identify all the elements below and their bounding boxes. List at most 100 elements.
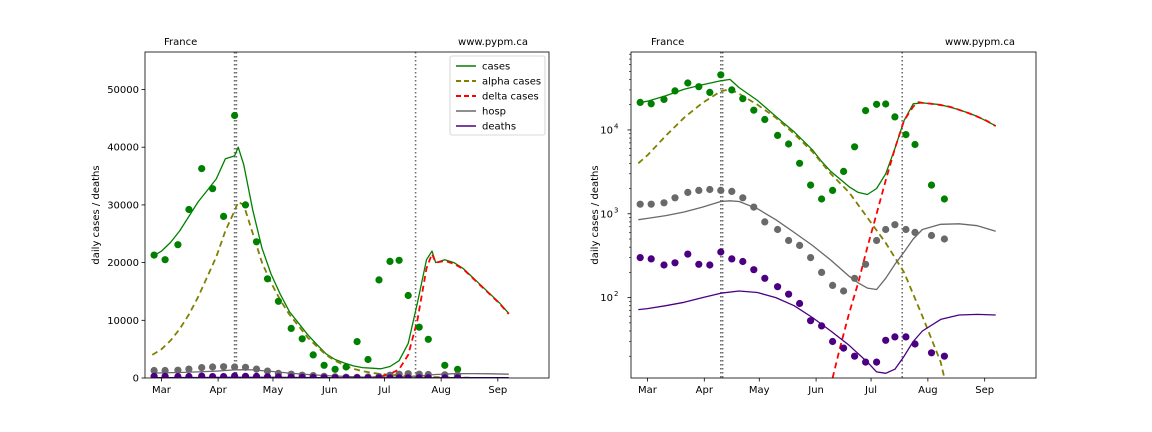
legend: cases alpha cases delta cases hosp death…: [449, 55, 546, 136]
y-tick-label: 0: [133, 374, 139, 385]
data-point-cases: [636, 98, 644, 106]
data-point-hosp: [220, 363, 228, 371]
data-point-hosp: [717, 186, 725, 194]
data-point-hosp: [728, 187, 736, 195]
legend-label-deaths: deaths: [482, 122, 516, 133]
log-scale-panel: France www.pypm.ca daily cases / deaths …: [590, 37, 1037, 396]
data-point-deaths: [441, 374, 449, 378]
data-point-cases: [287, 324, 295, 332]
data-point-deaths: [829, 337, 837, 346]
data-point-cases: [785, 140, 793, 148]
data-point-cases: [728, 86, 736, 94]
data-point-deaths: [454, 374, 462, 378]
x-tick-label: Jun: [807, 385, 824, 396]
data-point-cases: [873, 100, 881, 108]
data-point-deaths: [862, 358, 870, 366]
data-point-cases: [671, 87, 679, 95]
data-point-deaths: [263, 373, 272, 378]
data-point-deaths: [882, 336, 890, 344]
data-point-cases: [796, 159, 804, 167]
data-point-hosp: [647, 200, 655, 208]
plot-area: [636, 52, 997, 378]
data-point-deaths: [891, 333, 899, 341]
series-line-deaths: [638, 290, 996, 374]
data-point-deaths: [728, 255, 736, 263]
data-point-cases: [309, 351, 317, 359]
data-point-deaths: [873, 358, 881, 366]
data-point-hosp: [636, 200, 644, 208]
data-point-cases: [829, 186, 837, 194]
website-label: www.pypm.ca: [458, 37, 528, 48]
legend-label-alpha-cases: alpha cases: [482, 77, 541, 88]
data-point-cases: [660, 95, 668, 103]
series-line-cases: [151, 146, 510, 370]
data-point-deaths: [150, 372, 158, 378]
data-point-deaths: [796, 299, 804, 308]
axis-ticks: Mar Apr May Jun Jul Aug Sep 0 10000 20000 30000 400…: [107, 85, 507, 396]
data-point-cases: [415, 323, 423, 331]
data-point-cases: [274, 297, 282, 305]
data-point-deaths: [785, 290, 793, 298]
data-point-hosp: [671, 194, 679, 202]
data-point-deaths: [706, 261, 714, 269]
y-axis-label: daily cases / deaths: [91, 165, 102, 264]
series-line-cases: [638, 78, 996, 196]
data-point-cases: [441, 361, 449, 369]
data-point-cases: [424, 335, 432, 343]
data-point-hosp: [252, 365, 261, 373]
data-point-deaths: [198, 372, 206, 378]
x-tick-label: Apr: [209, 385, 227, 396]
data-point-deaths: [185, 372, 193, 378]
data-point-cases: [684, 79, 692, 87]
y-tick-label: 10: [600, 125, 613, 136]
data-point-deaths: [241, 372, 250, 378]
data-point-hosp: [231, 363, 239, 371]
data-point-deaths: [274, 373, 282, 378]
x-tick-label: May: [263, 385, 284, 396]
data-point-cases: [902, 131, 910, 139]
data-point-deaths: [353, 374, 361, 378]
data-point-hosp: [750, 203, 758, 211]
data-point-hosp: [774, 225, 782, 234]
data-point-hosp: [761, 218, 769, 226]
axes-frame: [144, 51, 550, 379]
website-label: www.pypm.ca: [945, 37, 1015, 48]
data-point-cases: [891, 113, 899, 121]
data-point-hosp: [209, 363, 217, 371]
plot-content: [636, 52, 997, 378]
data-point-hosp: [829, 281, 837, 289]
data-point-cases: [761, 115, 769, 124]
data-point-deaths: [298, 373, 306, 378]
data-point-hosp: [241, 363, 250, 371]
data-point-cases: [940, 195, 949, 203]
data-point-cases: [331, 365, 339, 373]
series-line-alpha-cases: [151, 201, 473, 378]
x-tick-label: Aug: [918, 385, 938, 396]
data-point-cases: [647, 100, 655, 108]
data-point-deaths: [287, 373, 295, 378]
x-tick-label: Jul: [377, 385, 390, 396]
data-point-deaths: [774, 283, 782, 291]
data-point-hosp: [818, 268, 826, 276]
data-point-hosp: [882, 225, 890, 234]
data-point-cases: [386, 257, 394, 265]
data-point-hosp: [684, 188, 692, 196]
data-point-hosp: [851, 274, 859, 282]
data-point-deaths: [174, 373, 182, 378]
data-point-hosp: [695, 186, 703, 194]
data-point-deaths: [851, 352, 859, 360]
data-point-deaths: [424, 374, 432, 378]
data-point-cases: [320, 361, 328, 369]
data-point-hosp: [785, 236, 793, 245]
data-point-hosp: [873, 236, 881, 245]
x-tick-label: Sep: [488, 385, 507, 396]
data-point-deaths: [161, 372, 169, 378]
data-point-cases: [695, 83, 703, 91]
linear-scale-panel: France www.pypm.ca daily cases / deaths …: [91, 37, 550, 396]
data-point-hosp: [150, 366, 158, 375]
data-point-cases: [454, 365, 462, 373]
data-point-cases: [717, 71, 725, 79]
